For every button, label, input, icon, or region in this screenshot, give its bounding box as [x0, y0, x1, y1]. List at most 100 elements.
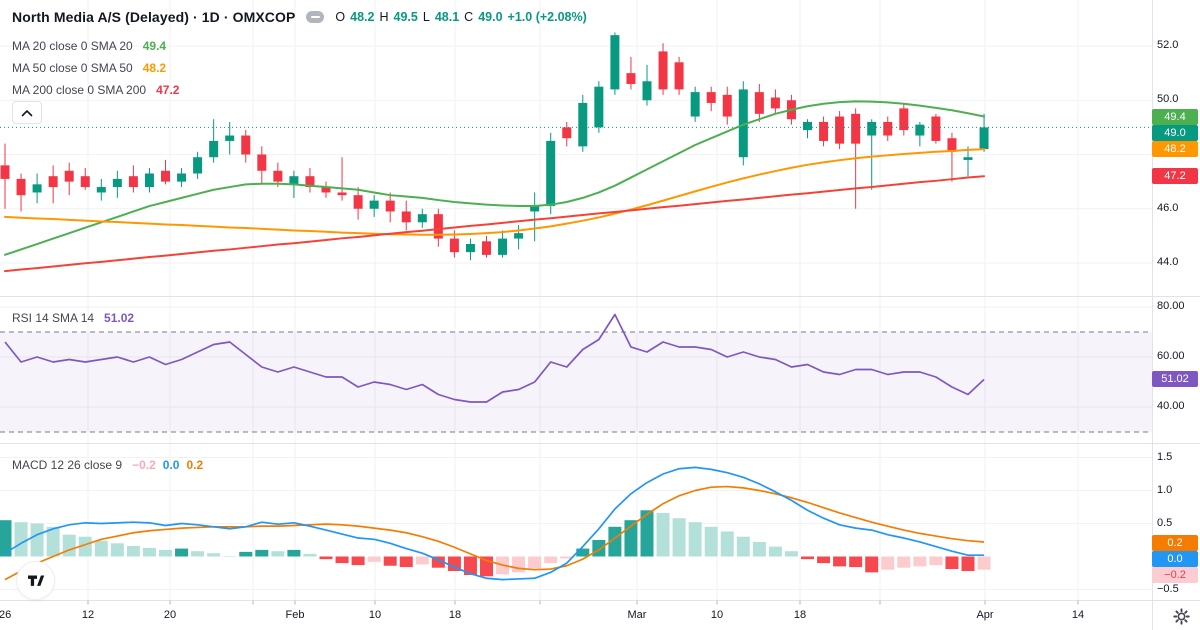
- candle-body: [369, 200, 379, 209]
- candle-body: [128, 176, 138, 188]
- time-axis-label: Mar: [627, 609, 647, 621]
- macd-histogram-bar: [608, 526, 622, 557]
- ohlc-low-label: L: [422, 10, 430, 24]
- chart-settings-button[interactable]: [1170, 605, 1192, 627]
- macd-histogram-bar: [817, 556, 831, 564]
- candle-body: [947, 138, 957, 152]
- rsi-value: 51.02: [104, 310, 135, 325]
- tradingview-icon: [28, 575, 45, 586]
- macd-histogram-bar: [833, 556, 847, 567]
- price-axis-label: 50.0: [1157, 93, 1179, 106]
- time-axis-label: 10: [710, 609, 724, 621]
- candle-body: [417, 214, 427, 223]
- candle-body: [851, 113, 861, 144]
- ma200-label: MA 200 close 0 SMA 200: [12, 82, 147, 97]
- candle-body: [706, 92, 716, 103]
- candle-body: [562, 127, 572, 139]
- candle-body: [915, 124, 925, 136]
- candle-body: [754, 92, 764, 114]
- macd-histogram-bar: [576, 548, 590, 557]
- candle-body: [867, 121, 877, 136]
- candle-body: [305, 176, 315, 188]
- price-axis-badge: 47.2: [1152, 168, 1198, 185]
- macd-histogram-bar: [191, 551, 205, 557]
- macd-axis-badge: 0.2: [1152, 535, 1198, 552]
- macd-histogram-bar: [544, 556, 558, 564]
- macd-histogram-bar: [768, 546, 782, 557]
- candle-body: [32, 184, 42, 193]
- candle-body: [64, 170, 74, 182]
- macd-histogram-bar: [14, 522, 28, 557]
- macd-histogram-bar: [865, 556, 879, 573]
- macd-histogram-bar: [0, 520, 12, 557]
- macd-histogram-bar: [528, 556, 542, 569]
- tradingview-logo[interactable]: [16, 561, 55, 600]
- macd-histogram-bar: [159, 549, 172, 557]
- macd-histogram-bar: [110, 543, 124, 557]
- candle-body: [241, 135, 251, 155]
- legend-collapse-button[interactable]: [12, 101, 42, 124]
- macd-label: MACD 12 26 close 9: [12, 457, 123, 472]
- rsi-axis-label: 80.00: [1157, 300, 1185, 312]
- candle-body: [578, 102, 588, 147]
- legend-ma50[interactable]: MA 50 close 0 SMA 50 48.2: [12, 59, 166, 76]
- legend-macd[interactable]: MACD 12 26 close 9 −0.2 0.0 0.2: [12, 456, 203, 473]
- rsi-band: [0, 332, 1152, 432]
- candle-body: [465, 244, 475, 253]
- ohlc-change-value: +1.0 (+2.08%): [507, 10, 587, 24]
- macd-histogram-bar: [271, 551, 285, 557]
- legend-rsi[interactable]: RSI 14 SMA 14 51.02: [12, 309, 134, 326]
- macd-histogram-bar: [592, 540, 606, 557]
- macd-histogram-bar: [303, 553, 317, 557]
- candle-body: [80, 176, 90, 188]
- macd-histogram-bar: [351, 556, 365, 566]
- candle-body: [979, 127, 989, 150]
- candle-body: [482, 241, 491, 255]
- macd-histogram-bar: [961, 556, 975, 572]
- ohlc-readout: O 48.2 H 49.5 L 48.1 C 49.0 +1.0 (+2.08%): [335, 10, 586, 24]
- macd-histogram-bar: [801, 556, 814, 560]
- macd-histogram-bar: [784, 551, 798, 557]
- symbol-header: North Media A/S (Delayed) · 1D · OMXCOP …: [12, 9, 587, 25]
- legend-ma20[interactable]: MA 20 close 0 SMA 20 49.4: [12, 37, 166, 54]
- macd-histogram-bar: [447, 556, 461, 572]
- macd-axis-label: 1.0: [1157, 483, 1173, 496]
- macd-histogram-bar: [752, 541, 766, 557]
- price-axis-label: 44.0: [1157, 256, 1179, 268]
- macd-histogram-bar: [431, 556, 445, 568]
- candle-body: [690, 92, 700, 117]
- legend-ma200[interactable]: MA 200 close 0 SMA 200 47.2: [12, 81, 179, 98]
- macd-histogram-bar: [849, 556, 863, 568]
- candle-body: [626, 73, 636, 84]
- gear-icon: [1172, 607, 1190, 625]
- candle-body: [385, 200, 395, 212]
- macd-histogram-bar: [672, 518, 686, 557]
- ma-line: [4, 148, 986, 236]
- macd-histogram-bar: [945, 556, 959, 570]
- candle-body: [530, 206, 540, 212]
- macd-histogram-bar: [126, 545, 140, 557]
- macd-axis-label: −0.5: [1157, 582, 1179, 595]
- candle-body: [337, 192, 347, 196]
- macd-values: −0.2 0.0 0.2: [132, 458, 203, 472]
- symbol-title[interactable]: North Media A/S (Delayed) · 1D · OMXCOP: [12, 9, 296, 25]
- macd-histogram-bar: [239, 551, 253, 557]
- candle-body: [321, 187, 331, 193]
- time-axis-label: 14: [1071, 609, 1085, 621]
- macd-histogram-bar: [46, 526, 60, 557]
- macd-histogram-bar: [512, 556, 526, 573]
- price-axis-badge: 49.4: [1152, 108, 1198, 125]
- candle-body: [498, 238, 508, 255]
- time-axis-label: 18: [793, 609, 807, 621]
- ohlc-open-label: O: [335, 10, 346, 24]
- ohlc-open-value: 48.2: [350, 10, 375, 24]
- price-axis-badge: 48.2: [1152, 141, 1198, 158]
- macd-histogram-bar: [720, 531, 734, 557]
- candle-body: [449, 238, 459, 253]
- macd-histogram-bar: [142, 547, 156, 557]
- ohlc-high-value: 49.5: [393, 10, 418, 24]
- candle-body: [96, 187, 106, 193]
- macd-histogram-bar: [399, 556, 413, 568]
